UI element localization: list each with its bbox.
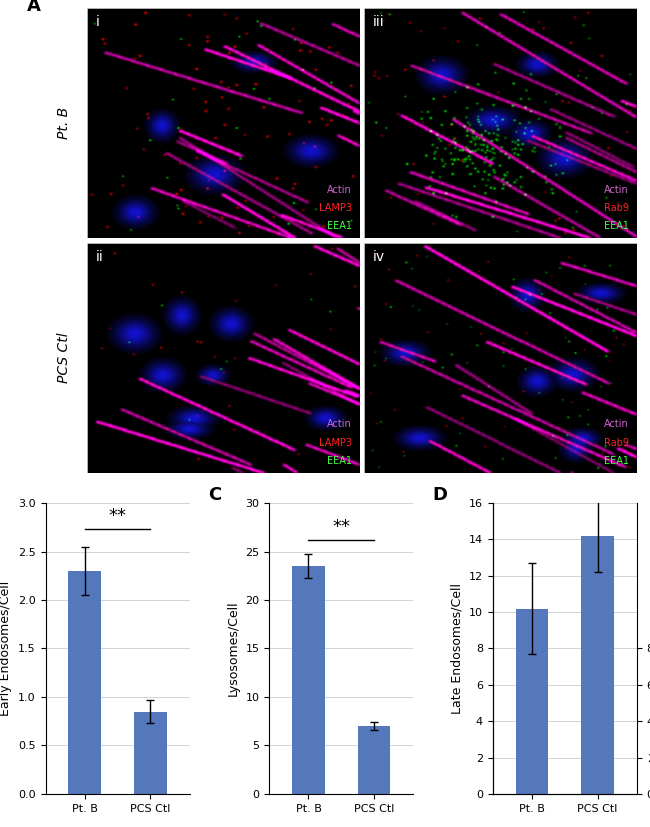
Y-axis label: Early Endosomes/Cell: Early Endosomes/Cell	[0, 581, 12, 716]
Text: PCS Ctl: PCS Ctl	[57, 332, 72, 383]
Bar	[581, 536, 614, 794]
Text: i: i	[96, 15, 99, 29]
Bar	[292, 566, 325, 794]
Text: EEA1: EEA1	[604, 456, 629, 466]
Text: Actin: Actin	[604, 184, 629, 194]
Text: EEA1: EEA1	[327, 222, 352, 232]
Text: **: **	[332, 518, 350, 536]
Bar	[134, 711, 167, 794]
Text: C: C	[209, 485, 222, 504]
Bar	[358, 726, 391, 794]
Text: EEA1: EEA1	[604, 222, 629, 232]
Text: Pt. B: Pt. B	[57, 108, 72, 139]
Text: Rab9: Rab9	[604, 437, 629, 447]
Text: Actin: Actin	[328, 184, 352, 194]
Text: **: **	[109, 508, 127, 525]
Text: LAMP3: LAMP3	[319, 437, 352, 447]
Text: D: D	[432, 485, 447, 504]
Text: iii: iii	[372, 15, 384, 29]
Y-axis label: Lysosomes/Cell: Lysosomes/Cell	[227, 600, 240, 696]
Y-axis label: Late Endosomes/Cell: Late Endosomes/Cell	[450, 583, 463, 714]
Text: EEA1: EEA1	[327, 456, 352, 466]
Text: A: A	[27, 0, 40, 15]
Text: Rab9: Rab9	[604, 203, 629, 213]
Text: Actin: Actin	[604, 419, 629, 429]
Text: Actin: Actin	[328, 419, 352, 429]
Bar	[68, 571, 101, 794]
Text: LAMP3: LAMP3	[319, 203, 352, 213]
Text: ii: ii	[96, 250, 103, 264]
Text: iv: iv	[372, 250, 384, 264]
Bar	[515, 609, 549, 794]
